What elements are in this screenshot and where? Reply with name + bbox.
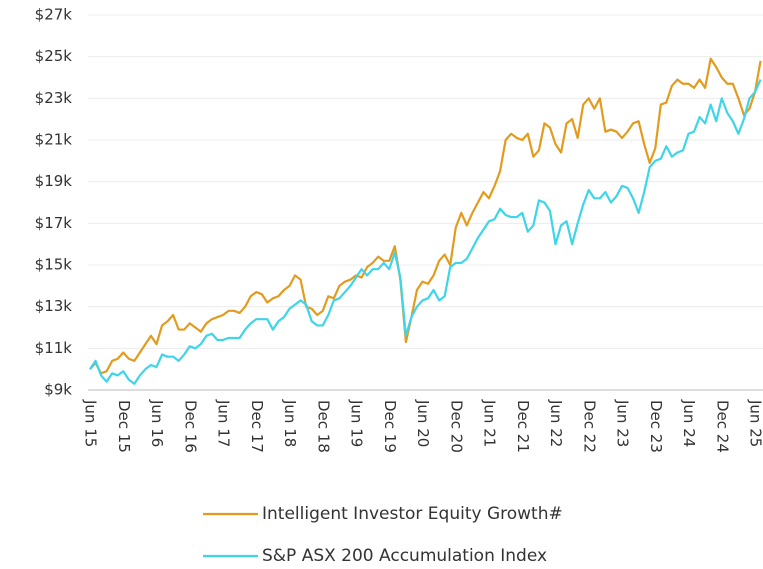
x-tick-label: Jun 20 [414,399,432,447]
x-tick-label: Jun 18 [281,399,299,447]
y-tick-label: $15k [35,256,73,274]
y-tick-label: $25k [35,47,73,65]
y-tick-label: $19k [35,172,73,190]
y-tick-label: $27k [35,6,73,24]
x-tick-label: Jun 17 [215,399,233,447]
x-tick-label: Jun 19 [348,399,366,447]
x-tick-label: Jun 22 [547,399,565,447]
y-tick-label: $13k [35,297,73,315]
legend-label: S&P ASX 200 Accumulation Index [262,546,547,566]
series-line [89,79,762,385]
x-tick-label: Dec 20 [447,400,465,453]
x-tick-label: Dec 21 [514,400,532,453]
x-tick-label: Jun 23 [614,399,632,447]
x-tick-label: Jun 24 [680,399,698,447]
y-tick-label: $23k [35,89,73,107]
x-tick-label: Jun 15 [82,399,100,447]
x-tick-label: Jun 25 [747,399,763,447]
x-tick-label: Jun 21 [481,399,499,447]
y-tick-label: $9k [44,381,72,399]
legend-label: Intelligent Investor Equity Growth# [262,504,563,524]
x-tick-label: Dec 17 [248,400,266,453]
x-tick-label: Dec 22 [580,400,598,453]
series-line [89,57,762,375]
x-tick-label: Dec 18 [314,400,332,453]
x-tick-label: Dec 19 [381,400,399,453]
y-tick-label: $21k [35,131,73,149]
x-tick-label: Dec 15 [115,400,133,453]
x-tick-label: Dec 24 [713,400,731,453]
x-tick-label: Dec 16 [181,400,199,453]
y-tick-label: $17k [35,214,73,232]
y-tick-label: $11k [35,339,73,357]
x-tick-label: Jun 16 [148,399,166,447]
x-tick-label: Dec 23 [647,400,665,453]
